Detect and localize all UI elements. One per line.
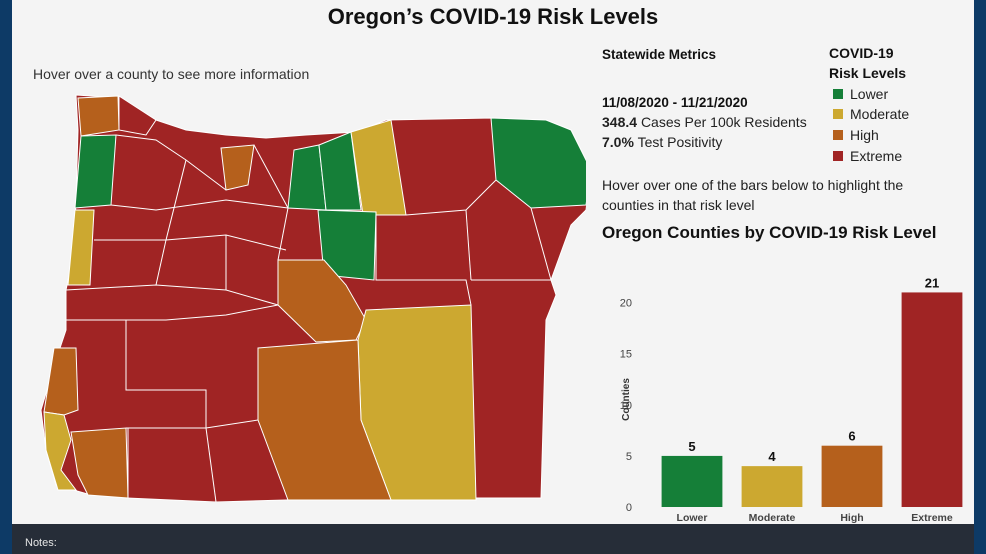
y-tick-label: 10 xyxy=(620,400,632,412)
legend-title-line1: COVID-19 xyxy=(829,45,894,61)
statewide-metrics-title: Statewide Metrics xyxy=(602,47,717,62)
y-axis-label: Counties xyxy=(621,378,632,421)
page-title: Oregon’s COVID-19 Risk Levels xyxy=(327,4,659,29)
cases-value: 348.4 xyxy=(602,114,638,130)
county-lincoln[interactable] xyxy=(67,209,95,286)
county-gilliam[interactable] xyxy=(318,131,362,211)
data-label-extreme: 21 xyxy=(925,275,939,290)
legend-item-lower[interactable]: Lower xyxy=(833,86,888,102)
bar-high[interactable] xyxy=(821,445,883,507)
bar-extreme[interactable] xyxy=(901,292,963,507)
positivity-value: 7.0% xyxy=(602,134,634,150)
data-label-moderate: 4 xyxy=(768,449,776,464)
y-tick-label: 5 xyxy=(626,451,632,463)
county-curry[interactable] xyxy=(43,411,77,491)
footer-bar: Notes: xyxy=(12,524,974,554)
legend-item-moderate[interactable]: Moderate xyxy=(833,106,909,122)
category-label-moderate: Moderate xyxy=(749,512,796,524)
legend-item-high[interactable]: High xyxy=(833,127,879,143)
risk-level-bar-chart: 0 5 10 15 20 Counties 5 Lower 4 Moderate 6 High 21 Ex… xyxy=(620,275,963,524)
metrics-positivity: 7.0% Test Positivity xyxy=(602,134,722,150)
category-label-high: High xyxy=(840,512,863,524)
county-borders xyxy=(65,134,552,502)
county-hood-river[interactable] xyxy=(220,144,255,191)
y-tick-label: 20 xyxy=(620,298,632,310)
county-tillamook[interactable] xyxy=(74,134,117,209)
county-clatsop[interactable] xyxy=(77,95,120,137)
y-tick-label: 0 xyxy=(626,502,632,514)
legend-label-high: High xyxy=(850,127,879,143)
oregon-county-map[interactable] xyxy=(26,90,586,502)
county-columbia[interactable] xyxy=(118,95,157,136)
y-tick-label: 15 xyxy=(620,349,632,361)
data-label-high: 6 xyxy=(848,429,855,444)
county-coos[interactable] xyxy=(43,347,79,416)
county-wheeler[interactable] xyxy=(317,209,377,281)
chart-title: Oregon Counties by COVID-19 Risk Level xyxy=(602,223,937,242)
metrics-date-range: 11/08/2020 - 11/21/2020 xyxy=(602,95,748,110)
county-wallowa[interactable] xyxy=(490,117,586,209)
map-hover-instruction: Hover over a county to see more informat… xyxy=(33,66,310,82)
legend-title-line2: Risk Levels xyxy=(829,65,907,81)
county-josephine[interactable] xyxy=(70,427,129,499)
footer-notes: Notes: xyxy=(25,537,57,549)
data-label-lower: 5 xyxy=(688,439,695,454)
cases-label: Cases Per 100k Residents xyxy=(640,114,807,130)
category-label-extreme: Extreme xyxy=(911,512,953,524)
positivity-label: Test Positivity xyxy=(637,134,723,150)
legend-swatch-moderate xyxy=(833,109,843,119)
metrics-cases: 348.4 Cases Per 100k Residents xyxy=(602,114,807,130)
bar-moderate[interactable] xyxy=(741,466,803,507)
legend-label-extreme: Extreme xyxy=(850,148,903,164)
legend-swatch-high xyxy=(833,130,843,140)
bar-lower[interactable] xyxy=(661,455,723,507)
dashboard-panel: Oregon’s COVID-19 Risk Levels Hover over… xyxy=(12,0,974,524)
legend-label-moderate: Moderate xyxy=(850,106,910,122)
legend-item-extreme[interactable]: Extreme xyxy=(833,148,902,164)
legend-title: COVID-19 Risk Levels xyxy=(829,43,949,83)
bars-hover-instruction: Hover over one of the bars below to high… xyxy=(602,177,904,213)
legend-swatch-extreme xyxy=(833,151,843,161)
legend-label-lower: Lower xyxy=(850,86,889,102)
category-label-lower: Lower xyxy=(677,512,708,524)
legend-swatch-lower xyxy=(833,89,843,99)
